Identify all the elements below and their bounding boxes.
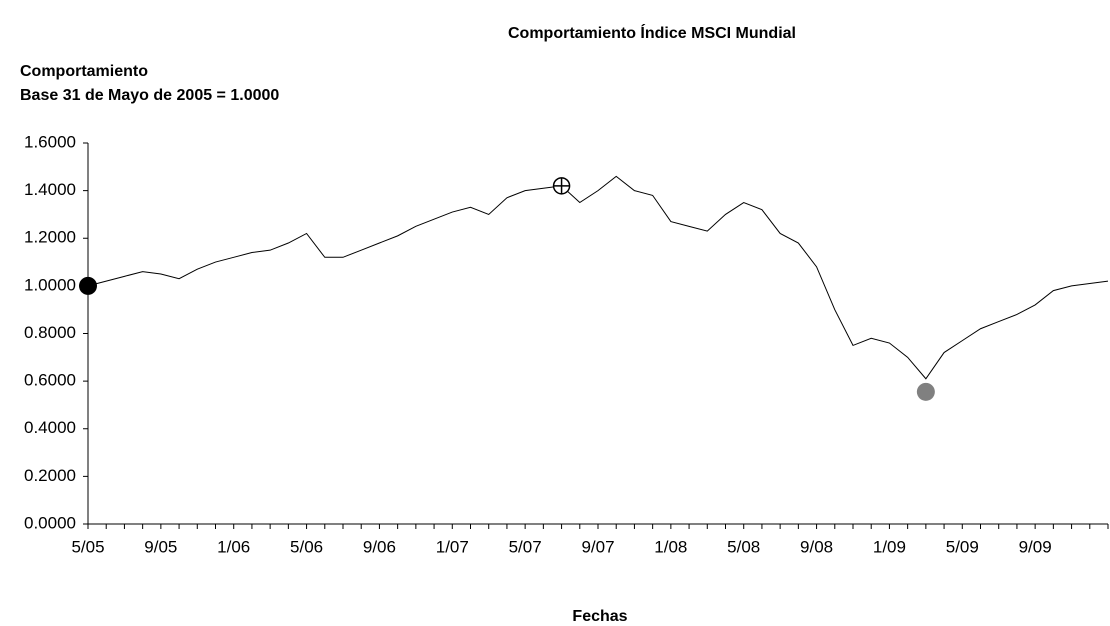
- y-tick-label: 0.8000: [24, 323, 76, 342]
- point-marker: [916, 382, 935, 401]
- x-tick-label: 9/08: [800, 537, 833, 556]
- y-tick-label: 1.2000: [24, 228, 76, 247]
- x-tick-label: 9/05: [144, 537, 177, 556]
- series-line: [87, 175, 1109, 380]
- x-tick-label: 5/08: [727, 537, 760, 556]
- x-tick-label: 5/05: [71, 537, 104, 556]
- y-tick-label: 1.4000: [24, 180, 76, 199]
- y-tick-label: 1.0000: [24, 275, 76, 294]
- y-tick-label: 1.6000: [24, 132, 76, 151]
- x-axis-label: Fechas: [572, 608, 627, 625]
- y-axis-label: Comportamiento: [20, 63, 148, 80]
- y-tick-label: 0.0000: [24, 513, 76, 532]
- x-tick-label: 1/07: [436, 537, 469, 556]
- y-axis-label: Base 31 de Mayo de 2005 = 1.0000: [20, 87, 279, 104]
- y-tick-label: 0.4000: [24, 418, 76, 437]
- point-marker: [79, 276, 97, 295]
- crosshair-marker: [552, 177, 571, 195]
- y-tick-label: 0.6000: [24, 371, 76, 390]
- x-tick-label: 1/06: [217, 537, 250, 556]
- x-tick-label: 9/09: [1019, 537, 1052, 556]
- x-tick-label: 5/06: [290, 537, 323, 556]
- x-tick-label: 1/09: [873, 537, 906, 556]
- x-tick-label: 9/07: [581, 537, 614, 556]
- x-tick-label: 5/07: [509, 537, 542, 556]
- x-tick-label: 9/06: [363, 537, 396, 556]
- x-tick-label: 5/09: [946, 537, 979, 556]
- y-tick-label: 0.2000: [24, 466, 76, 485]
- chart-title: Comportamiento Índice MSCI Mundial: [508, 23, 796, 42]
- x-tick-label: 1/08: [654, 537, 687, 556]
